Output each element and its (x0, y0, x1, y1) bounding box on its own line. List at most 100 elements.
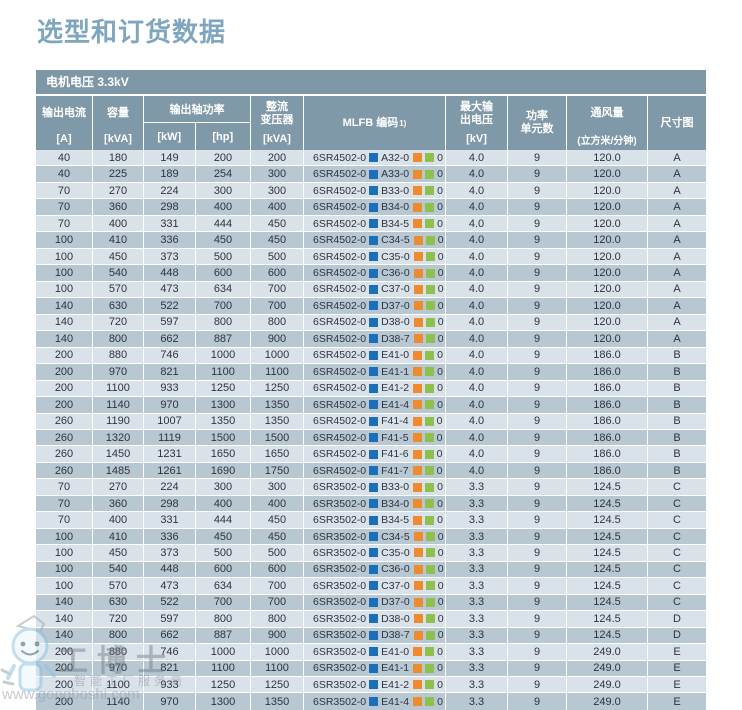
cell-output-current: 70 (36, 182, 93, 199)
mlfb-orange-square-icon (413, 680, 423, 690)
cell-capacity: 360 (93, 495, 144, 512)
mlfb-suffix: 0 (437, 546, 444, 559)
mlfb-blue-square-icon (369, 186, 379, 196)
cell-mlfb-code: 6SR4502-0 F41-6 0 (304, 446, 446, 462)
cell-transformer-kva: 500 (251, 248, 304, 265)
table-row: 70 360 298 400 400 6SR4502-0 B34-0 0 4.0… (36, 199, 706, 216)
cell-dimension-drawing: A (673, 332, 681, 345)
motor-voltage-band: 电机电压 3.3kV (36, 70, 706, 94)
table-row: 70 270 224 300 300 6SR3502-0 B33-0 0 3.3… (36, 479, 706, 496)
cell-mlfb-code: 6SR3502-0 C34-5 0 (304, 528, 446, 545)
cell-mlfb-code: 6SR3502-0 C35-0 0 (304, 545, 446, 561)
cell-dimension-drawing: B (673, 448, 681, 461)
mlfb-orange-square-icon (413, 235, 423, 245)
cell-output-current: 260 (36, 429, 93, 446)
mlfb-frame-code: E41-0 (381, 349, 410, 362)
table-row: 70 400 331 444 450 6SR3502-0 B34-5 0 3.3… (36, 512, 706, 529)
cell-max-output-voltage: 3.3 (446, 512, 508, 528)
cell-transformer-kva: 400 (251, 199, 304, 215)
cell-output-current: 100 (36, 561, 93, 578)
mlfb-prefix: 6SR4502-0 (313, 382, 367, 395)
cell-airflow: 249.0 (567, 693, 648, 710)
cell-power-kw: 522 (144, 594, 196, 611)
table-row: 100 570 473 634 700 6SR3502-0 C37-0 0 3.… (36, 578, 706, 595)
mlfb-prefix: 6SR3502-0 (313, 596, 367, 609)
col-header-rectifier-transformer: 整流 变压器 [kVA] (251, 96, 304, 150)
cell-airflow: 249.0 (567, 677, 648, 693)
cell-transformer-kva: 450 (251, 215, 304, 232)
cell-dimension-drawing: A (673, 217, 681, 230)
cell-power-hp: 1250 (196, 380, 251, 397)
table-row: 100 450 373 500 500 6SR3502-0 C35-0 0 3.… (36, 545, 706, 562)
cell-power-unit-count: 9 (508, 166, 567, 182)
cell-transformer-kva: 1750 (251, 462, 304, 479)
mlfb-frame-code: B34-0 (381, 497, 410, 510)
mlfb-frame-code: F41-5 (381, 431, 409, 444)
mlfb-blue-square-icon (369, 284, 379, 294)
cell-power-kw: 189 (144, 166, 196, 182)
cell-power-unit-count: 9 (508, 265, 567, 281)
cell-capacity: 225 (93, 166, 144, 182)
cell-capacity: 1100 (93, 380, 144, 397)
cell-power-unit-count: 9 (508, 495, 567, 512)
mlfb-frame-code: D38-0 (381, 612, 410, 625)
cell-dimension-drawing: B (673, 382, 681, 395)
cell-power-unit-count: 9 (508, 462, 567, 479)
cell-power-kw: 662 (144, 331, 196, 347)
mlfb-orange-square-icon (413, 186, 423, 196)
cell-power-kw: 597 (144, 611, 196, 627)
mlfb-green-square-icon (425, 169, 435, 179)
cell-max-output-voltage: 3.3 (446, 693, 508, 710)
mlfb-green-square-icon (425, 235, 435, 245)
cell-mlfb-code: 6SR3502-0 D38-7 0 (304, 627, 446, 644)
mlfb-suffix: 0 (437, 332, 444, 345)
cell-output-current: 140 (36, 298, 93, 314)
cell-mlfb-code: 6SR4502-0 C36-0 0 (304, 265, 446, 281)
cell-power-unit-count: 9 (508, 594, 567, 611)
mlfb-prefix: 6SR3502-0 (313, 629, 367, 642)
cell-max-output-voltage: 3.3 (446, 528, 508, 545)
cell-capacity: 360 (93, 199, 144, 215)
cell-dimension-drawing: A (673, 168, 681, 181)
mlfb-prefix: 6SR4502-0 (313, 217, 367, 230)
cell-power-unit-count: 9 (508, 446, 567, 462)
cell-dimension-drawing: A (673, 151, 681, 164)
table-row: 200 970 821 1100 1100 6SR4502-0 E41-1 0 … (36, 364, 706, 381)
cell-transformer-kva: 700 (251, 298, 304, 314)
cell-mlfb-code: 6SR4502-0 E41-2 0 (304, 380, 446, 397)
cell-dimension-drawing: A (673, 267, 681, 280)
table-row: 140 630 522 700 700 6SR3502-0 D37-0 0 3.… (36, 594, 706, 612)
cell-airflow: 120.0 (567, 166, 648, 182)
cell-power-unit-count: 9 (508, 611, 567, 627)
mlfb-prefix: 6SR4502-0 (313, 448, 367, 461)
cell-max-output-voltage: 4.0 (446, 397, 508, 413)
mlfb-green-square-icon (425, 499, 435, 509)
mlfb-frame-code: D37-0 (381, 596, 410, 609)
cell-power-unit-count: 9 (508, 199, 567, 215)
cell-mlfb-code: 6SR4502-0 C34-5 0 (304, 232, 446, 248)
cell-transformer-kva: 900 (251, 331, 304, 347)
mlfb-prefix: 6SR4502-0 (313, 398, 367, 411)
cell-power-hp: 400 (196, 495, 251, 512)
mlfb-prefix: 6SR4502-0 (313, 184, 367, 197)
col-header-shaft-power-group: 输出轴功率 [kW] [hp] (144, 96, 251, 150)
cell-power-kw: 336 (144, 528, 196, 545)
mlfb-green-square-icon (425, 350, 435, 360)
cell-capacity: 1140 (93, 397, 144, 413)
cell-output-current: 200 (36, 397, 93, 413)
cell-power-kw: 970 (144, 397, 196, 413)
cell-power-unit-count: 9 (508, 364, 567, 380)
mlfb-suffix: 0 (437, 316, 444, 329)
mlfb-frame-code: D38-7 (381, 332, 410, 345)
mlfb-green-square-icon (425, 153, 435, 163)
mlfb-blue-square-icon (369, 581, 379, 591)
table-row: 200 1100 933 1250 1250 6SR3502-0 E41-2 0… (36, 677, 706, 694)
cell-max-output-voltage: 4.0 (446, 364, 508, 380)
cell-power-kw: 224 (144, 182, 196, 199)
cell-dimension-drawing: A (673, 201, 681, 214)
table-header-row: 输出电流 [A] 容量 [kVA] 输出轴功率 [kW] [hp] 整流 变压器… (36, 96, 706, 150)
mlfb-frame-code: B34-5 (381, 514, 410, 527)
mlfb-frame-code: E41-4 (381, 398, 410, 411)
mlfb-green-square-icon (425, 219, 435, 229)
cell-power-kw: 298 (144, 199, 196, 215)
